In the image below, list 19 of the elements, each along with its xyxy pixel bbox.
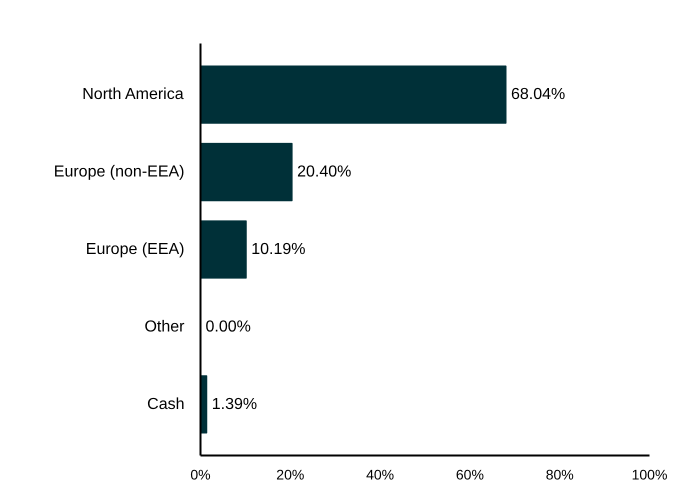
data-label: 0.00% bbox=[206, 318, 251, 336]
x-tick-label: 60% bbox=[456, 466, 484, 482]
x-tick-label: 20% bbox=[276, 466, 304, 482]
bar bbox=[200, 65, 506, 124]
y-tick-label: North America bbox=[82, 86, 184, 104]
data-label: 10.19% bbox=[251, 241, 306, 258]
bar bbox=[200, 220, 247, 279]
y-tick-label: Europe (non-EEA) bbox=[54, 164, 184, 181]
data-label: 20.40% bbox=[297, 164, 352, 181]
data-label: 68.04% bbox=[511, 86, 566, 104]
y-tick-label: Europe (EEA) bbox=[86, 241, 185, 258]
data-label: 1.39% bbox=[212, 396, 258, 413]
x-tick-label: 0% bbox=[190, 466, 211, 482]
x-tick-label: 80% bbox=[546, 466, 574, 482]
bar bbox=[200, 142, 293, 202]
y-tick-label: Other bbox=[144, 318, 186, 336]
y-tick-label: Cash bbox=[147, 396, 185, 413]
x-tick-label: 40% bbox=[366, 466, 394, 482]
x-tick-label: 100% bbox=[632, 466, 668, 482]
